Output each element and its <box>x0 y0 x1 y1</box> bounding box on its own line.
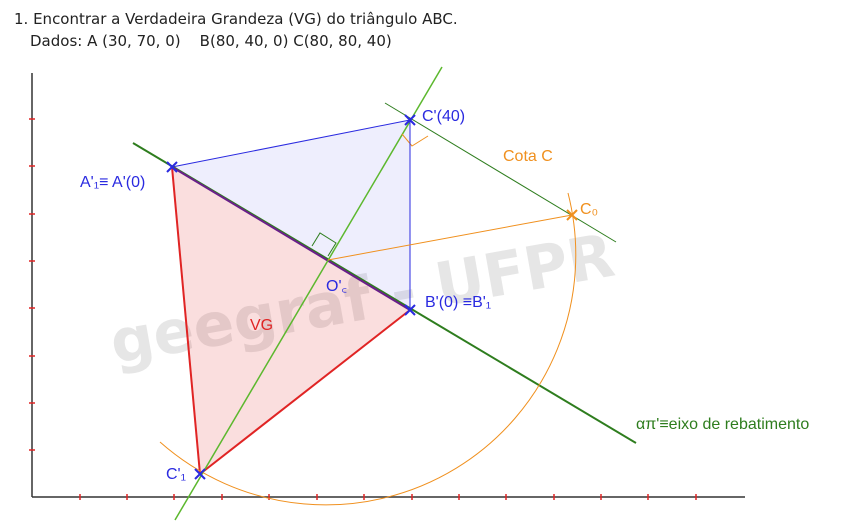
label-c1: C'₁ <box>166 466 186 483</box>
edge-a-b <box>171 166 411 311</box>
parallel-line <box>384 102 617 243</box>
label-c: C'(40) <box>422 108 465 125</box>
vg-edge-b-c <box>199 309 411 475</box>
axis-ticks <box>29 118 697 500</box>
vg-edge-a-c <box>171 166 201 475</box>
given-data: Dados: A (30, 70, 0) B(80, 40, 0) C(80, … <box>30 32 392 50</box>
label-oc: O'꜀ <box>326 278 347 295</box>
c0-marker <box>566 209 578 221</box>
label-vg: VG <box>250 317 273 334</box>
true-size-triangle <box>172 167 410 474</box>
problem-statement: 1. Encontrar a Verdadeira Grandeza (VG) … <box>14 10 458 28</box>
label-cota-c: Cota C <box>503 148 553 165</box>
label-eixo-rebatimento: απ'≡eixo de rebatimento <box>636 416 809 433</box>
radius-line <box>327 214 573 261</box>
label-c0: C₀ <box>580 201 598 218</box>
right-angle-mark-oc <box>311 232 337 257</box>
perpendicular-line <box>174 66 443 521</box>
label-b: B'(0) ≡B'₁ <box>425 294 491 311</box>
right-angle-mark-c <box>401 133 429 147</box>
label-a1: A'₁≡ A'(0) <box>80 174 145 191</box>
point-markers <box>166 114 416 480</box>
rebatimento-arc <box>159 192 577 506</box>
